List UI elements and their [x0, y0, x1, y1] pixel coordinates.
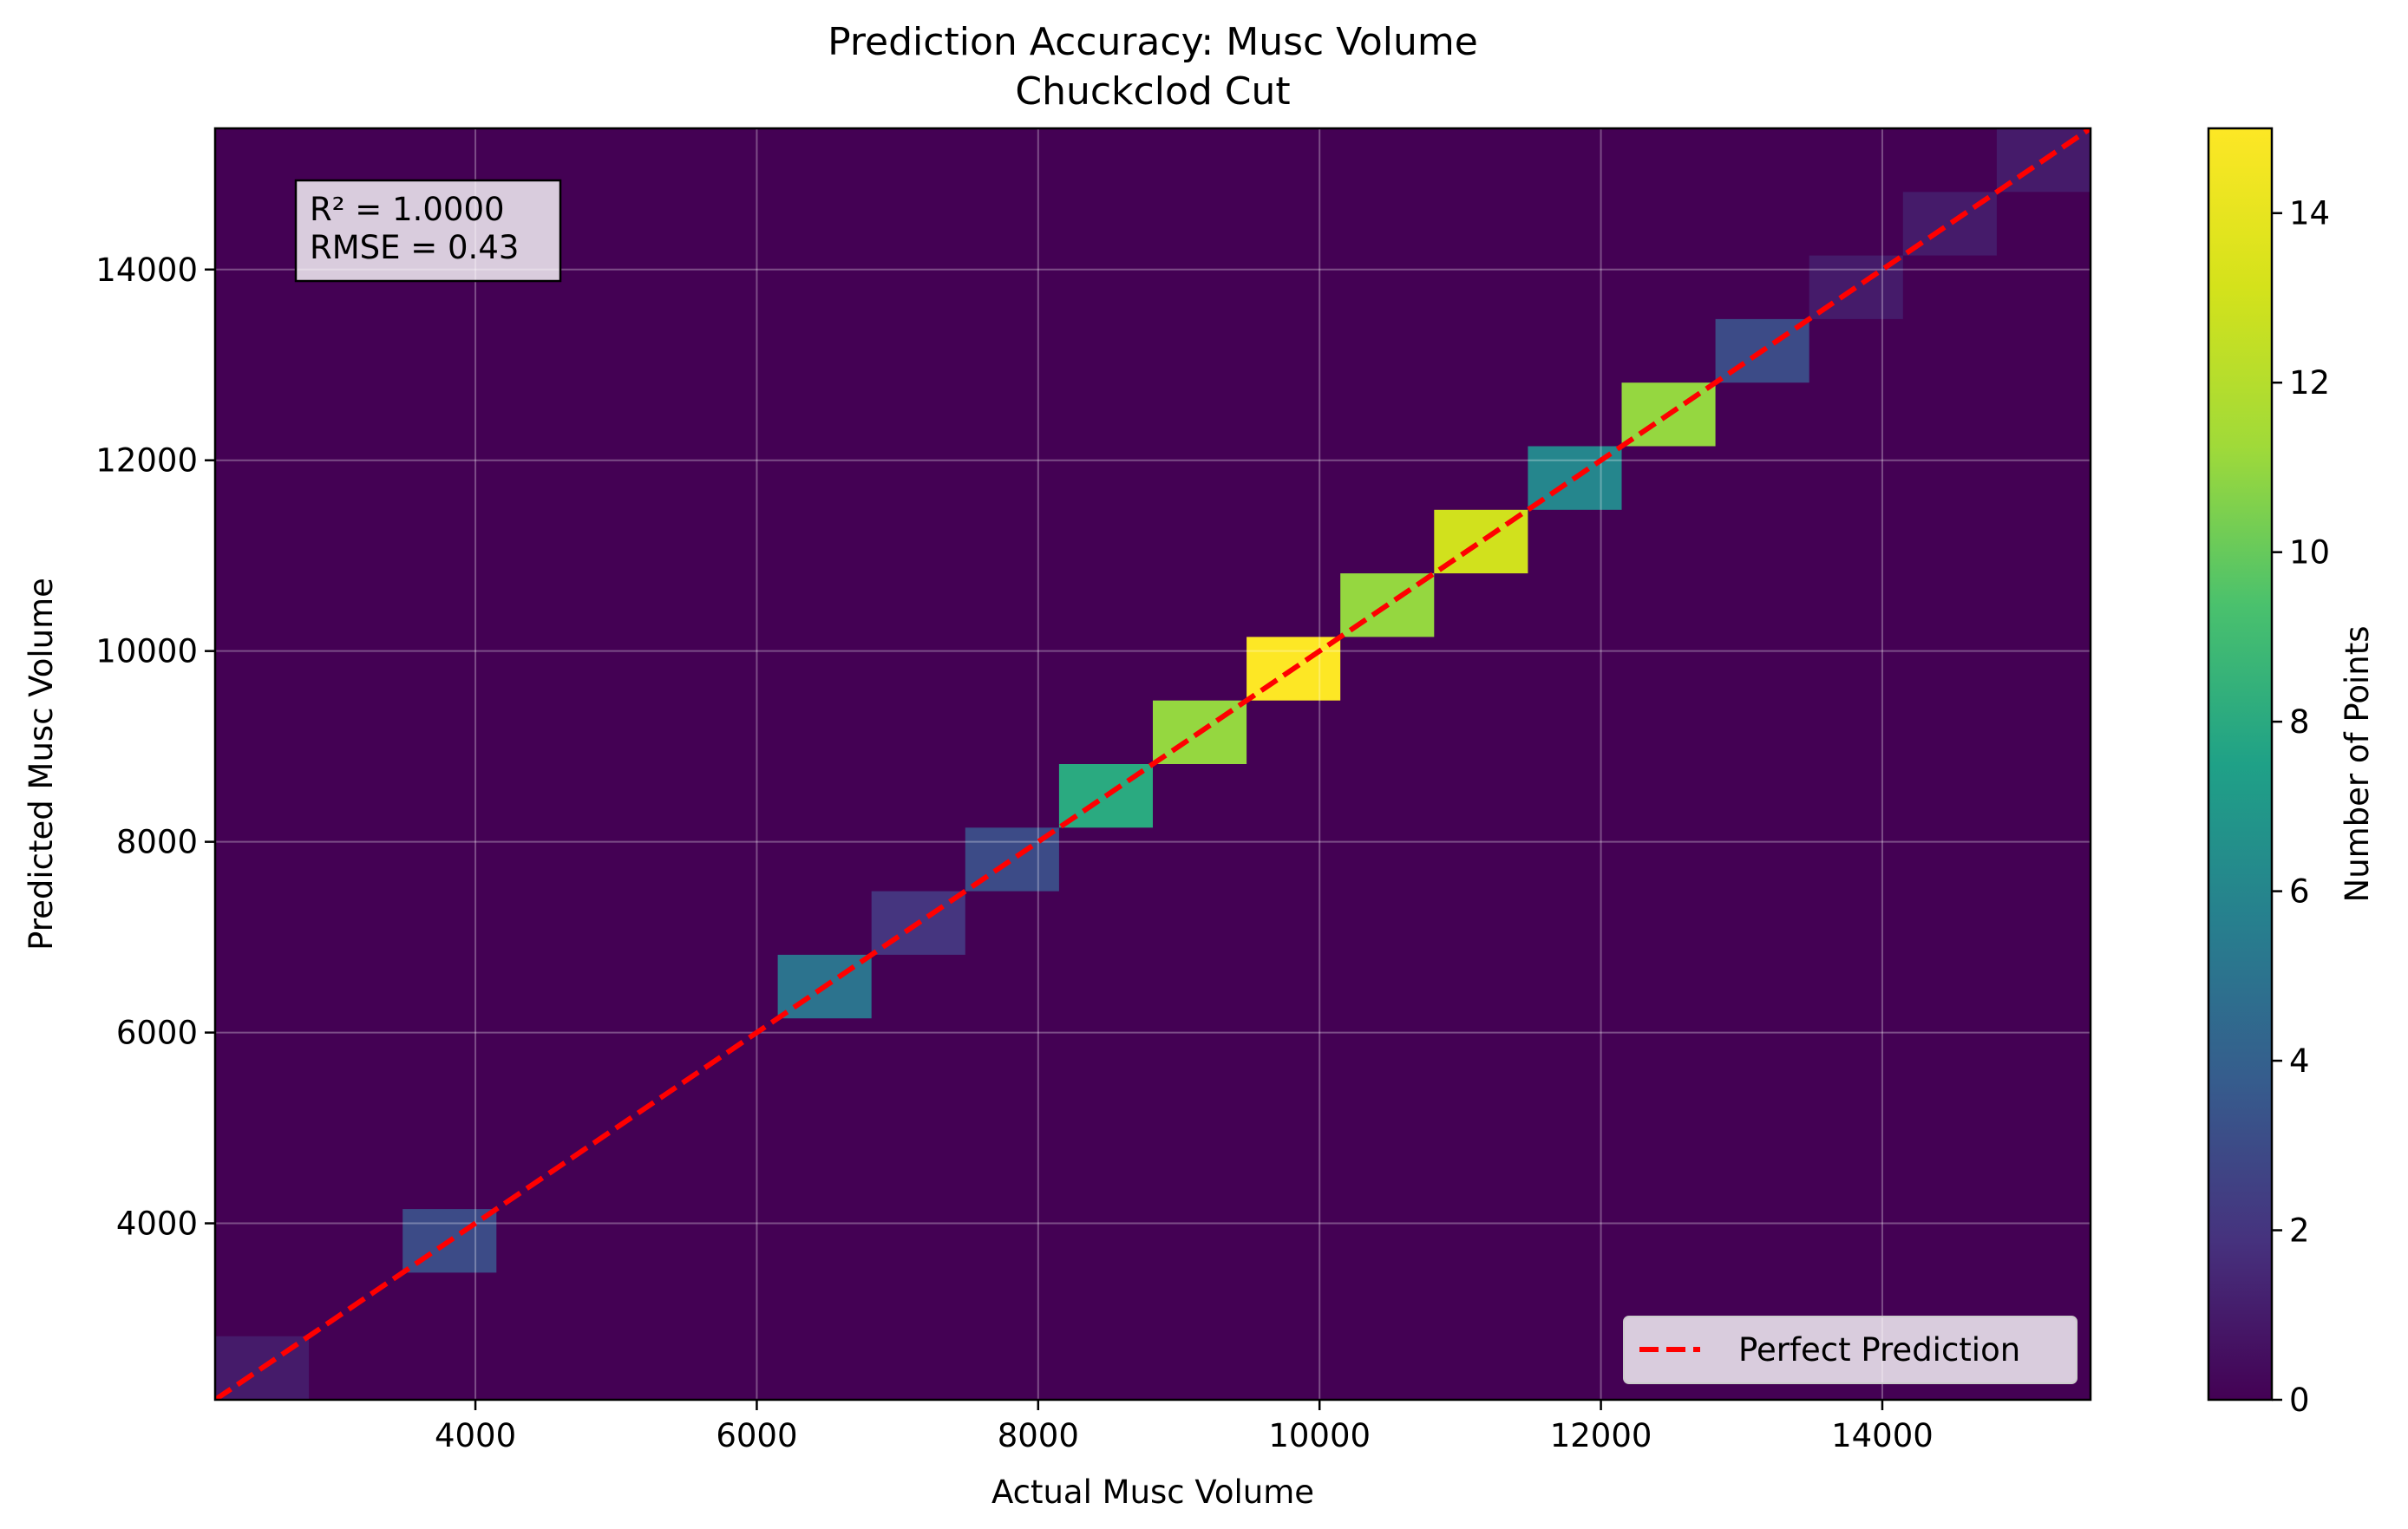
colorbar-tick-label: 12 — [2289, 364, 2330, 402]
colorbar-tick-label: 8 — [2289, 703, 2310, 741]
x-axis-label: Actual Musc Volume — [991, 1473, 1314, 1511]
stats-annotation-box — [294, 179, 562, 283]
perfect-prediction-line — [215, 128, 2091, 1400]
r-squared-text: R² = 1.0000 — [310, 191, 505, 228]
x-tick-label: 6000 — [716, 1417, 797, 1454]
y-axis-label: Predicted Musc Volume — [23, 578, 60, 951]
perfect-prediction-line-group — [215, 128, 2091, 1400]
rmse-text: RMSE = 0.43 — [310, 229, 519, 266]
colorbar-tick-label: 4 — [2289, 1042, 2310, 1080]
colorbar-tick-label: 6 — [2289, 873, 2310, 911]
colorbar-tick-label: 0 — [2289, 1382, 2310, 1419]
colorbar-tick-label: 10 — [2289, 534, 2330, 572]
legend: Perfect Prediction — [1623, 1316, 2078, 1384]
x-axis-ticks: 4000 6000 8000 10000 12000 14000 — [435, 1400, 1934, 1454]
y-tick-label: 4000 — [116, 1206, 198, 1243]
legend-label: Perfect Prediction — [1738, 1331, 2020, 1369]
colorbar-ticks: 0 2 4 6 8 10 12 14 — [2272, 195, 2330, 1419]
y-tick-label: 6000 — [116, 1015, 198, 1052]
y-tick-label: 14000 — [95, 252, 198, 289]
y-axis-ticks: 4000 6000 8000 10000 12000 14000 — [95, 252, 215, 1243]
legend-box — [1623, 1316, 2078, 1384]
chart-subtitle: Chuckclod Cut — [1015, 69, 1290, 114]
y-tick-label: 10000 — [95, 633, 198, 670]
x-tick-label: 10000 — [1268, 1417, 1371, 1454]
chart-title: Prediction Accuracy: Musc Volume — [828, 20, 1478, 64]
colorbar-label: Number of Points — [2339, 626, 2376, 903]
x-tick-label: 4000 — [435, 1417, 516, 1454]
colorbar — [2207, 127, 2274, 1402]
colorbar-tick-label: 14 — [2289, 195, 2330, 232]
y-tick-label: 12000 — [95, 442, 198, 480]
colorbar-tick-label: 2 — [2289, 1212, 2310, 1250]
plot-frame — [213, 127, 2092, 1402]
x-tick-label: 14000 — [1831, 1417, 1934, 1454]
grid-lines — [215, 128, 2091, 1400]
x-tick-label: 8000 — [998, 1417, 1079, 1454]
x-tick-label: 12000 — [1550, 1417, 1652, 1454]
stats-annotation: R² = 1.0000 RMSE = 0.43 — [294, 179, 562, 283]
y-tick-label: 8000 — [116, 824, 198, 861]
